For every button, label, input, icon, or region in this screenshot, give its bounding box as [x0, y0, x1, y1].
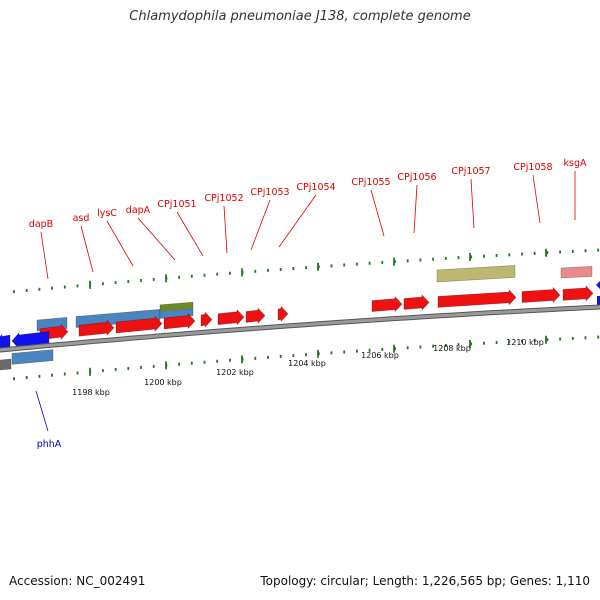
- scale-ticks: 1198 kbp 1200 kbp 1202 kbp 1204 kbp 1206 kbp…: [72, 338, 544, 397]
- scale-tick-label: 1198 kbp: [72, 388, 110, 397]
- cds-forward-arrow: [371, 295, 403, 313]
- scale-tick-label: 1210 kbp: [506, 338, 544, 347]
- gene-label-lysC: lysC: [97, 208, 117, 219]
- cds-forward-arrow: [277, 305, 289, 323]
- leader-line: [370, 189, 385, 237]
- gene-block-ksgA: [560, 266, 593, 279]
- accession-text: Accession: NC_002491: [9, 574, 146, 588]
- cds-reverse-edge: [597, 296, 600, 306]
- gene-label-CPj1053: CPj1053: [250, 187, 289, 198]
- cds-forward-arrow: [245, 307, 266, 324]
- gene-labels: dapB asd lysC dapA CPj1051 CPj1052 CPj1053 CPj1…: [29, 158, 587, 450]
- leader-line: [176, 211, 204, 257]
- gene-label-CPj1054: CPj1054: [296, 182, 335, 193]
- scale-tick-label: 1200 kbp: [144, 378, 182, 387]
- leader-line: [470, 178, 475, 229]
- cds-forward-arrow: [403, 294, 430, 311]
- genome-summary-text: Topology: circular; Length: 1,226,565 bp…: [260, 574, 590, 588]
- gene-label-phhA: phhA: [37, 439, 62, 450]
- backbone-line: [0, 305, 600, 352]
- gene-label-CPj1058: CPj1058: [513, 162, 552, 173]
- gene-features: [0, 265, 600, 371]
- leader-line: [80, 225, 94, 273]
- gene-label-asd: asd: [73, 213, 90, 224]
- gene-label-CPj1056: CPj1056: [397, 172, 436, 183]
- gene-block-phhA: [11, 349, 54, 365]
- gc-skew-dots: [13, 248, 600, 381]
- gene-block-grey: [0, 358, 12, 371]
- scale-tick-label: 1202 kbp: [216, 368, 254, 377]
- cds-forward-arrow: [562, 285, 594, 302]
- label-leader-lines: [35, 171, 576, 432]
- gene-block-CPj1057: [436, 265, 516, 283]
- cds-forward-arrow: [163, 312, 196, 330]
- genome-backbone: [0, 304, 600, 353]
- cds-reverse-edge: [596, 281, 600, 289]
- cds-forward-arrow: [200, 311, 213, 328]
- leader-line: [35, 390, 49, 432]
- leader-line: [532, 174, 541, 224]
- leader-line: [106, 220, 134, 267]
- gene-label-dapA: dapA: [126, 205, 151, 216]
- gene-label-CPj1052: CPj1052: [204, 193, 243, 204]
- scale-tick-label: 1204 kbp: [288, 359, 326, 368]
- cds-forward-arrow: [217, 308, 245, 326]
- gene-label-dapB: dapB: [29, 219, 53, 230]
- leader-line: [40, 231, 49, 280]
- gene-label-CPj1051: CPj1051: [157, 199, 196, 210]
- leader-line: [278, 194, 317, 248]
- map-title: Chlamydophila pneumoniae J138, complete …: [129, 9, 471, 24]
- gene-block-dapA-green: [159, 301, 194, 312]
- gene-label-CPj1055: CPj1055: [351, 177, 390, 188]
- cds-forward-arrow: [78, 319, 115, 337]
- leader-line: [250, 199, 271, 251]
- leader-line: [413, 184, 418, 234]
- scale-tick-label: 1206 kbp: [361, 351, 399, 360]
- cds-forward-arrow: [115, 315, 163, 334]
- gene-label-ksgA: ksgA: [564, 158, 587, 169]
- cds-forward-arrow: [437, 289, 517, 308]
- scale-tick-label: 1208 kbp: [433, 344, 471, 353]
- leader-line: [223, 205, 228, 254]
- leader-line: [137, 217, 176, 261]
- gene-label-CPj1057: CPj1057: [451, 166, 490, 177]
- cds-forward-arrow: [521, 286, 561, 304]
- gene-block-asd-lysC: [75, 309, 161, 328]
